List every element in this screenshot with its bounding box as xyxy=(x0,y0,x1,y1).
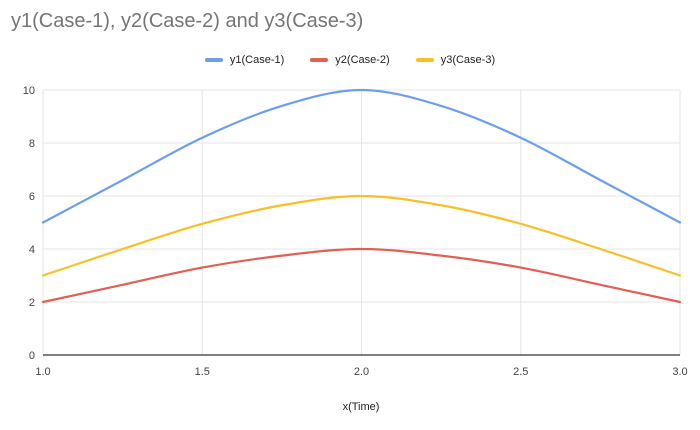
series-lines xyxy=(41,88,682,304)
y-tick-label: 8 xyxy=(29,138,35,150)
legend-label-y2: y2(Case-2) xyxy=(335,54,390,66)
x-tick-label: 2.5 xyxy=(513,366,528,378)
grid-lines xyxy=(42,89,681,355)
series-line-y3[interactable] xyxy=(41,194,682,277)
legend-item-y1[interactable]: y1(Case-1) xyxy=(204,54,285,66)
legend: y1(Case-1) y2(Case-2) y3(Case-3) xyxy=(0,54,700,66)
legend-item-y2[interactable]: y2(Case-2) xyxy=(310,54,390,66)
chart-title: y1(Case-1), y2(Case-2) and y3(Case-3) xyxy=(11,10,364,32)
legend-item-y3[interactable]: y3(Case-3) xyxy=(415,54,496,66)
series-line-y2[interactable] xyxy=(41,247,682,304)
series-line-y1[interactable] xyxy=(41,88,682,224)
legend-label-y1: y1(Case-1) xyxy=(229,54,285,66)
y-tick-label: 10 xyxy=(23,85,35,97)
tick-labels: 0 2 4 6 8 10 1.0 1.5 2.0 2.5 3.0 xyxy=(23,85,688,378)
legend-swatch-y3 xyxy=(415,58,434,62)
y-tick-label: 2 xyxy=(29,297,35,309)
legend-swatch-y2 xyxy=(310,58,329,62)
y-tick-label: 4 xyxy=(29,244,35,256)
x-axis-title: x(Time) xyxy=(343,401,380,413)
x-tick-label: 2.0 xyxy=(354,366,369,378)
x-tick-label: 1.0 xyxy=(35,366,50,378)
y-tick-label: 0 xyxy=(29,350,35,362)
legend-label-y3: y3(Case-3) xyxy=(440,54,496,66)
x-tick-label: 3.0 xyxy=(672,366,687,378)
legend-swatch-y1 xyxy=(204,58,223,62)
x-tick-label: 1.5 xyxy=(195,366,210,378)
y-tick-label: 6 xyxy=(29,191,35,203)
